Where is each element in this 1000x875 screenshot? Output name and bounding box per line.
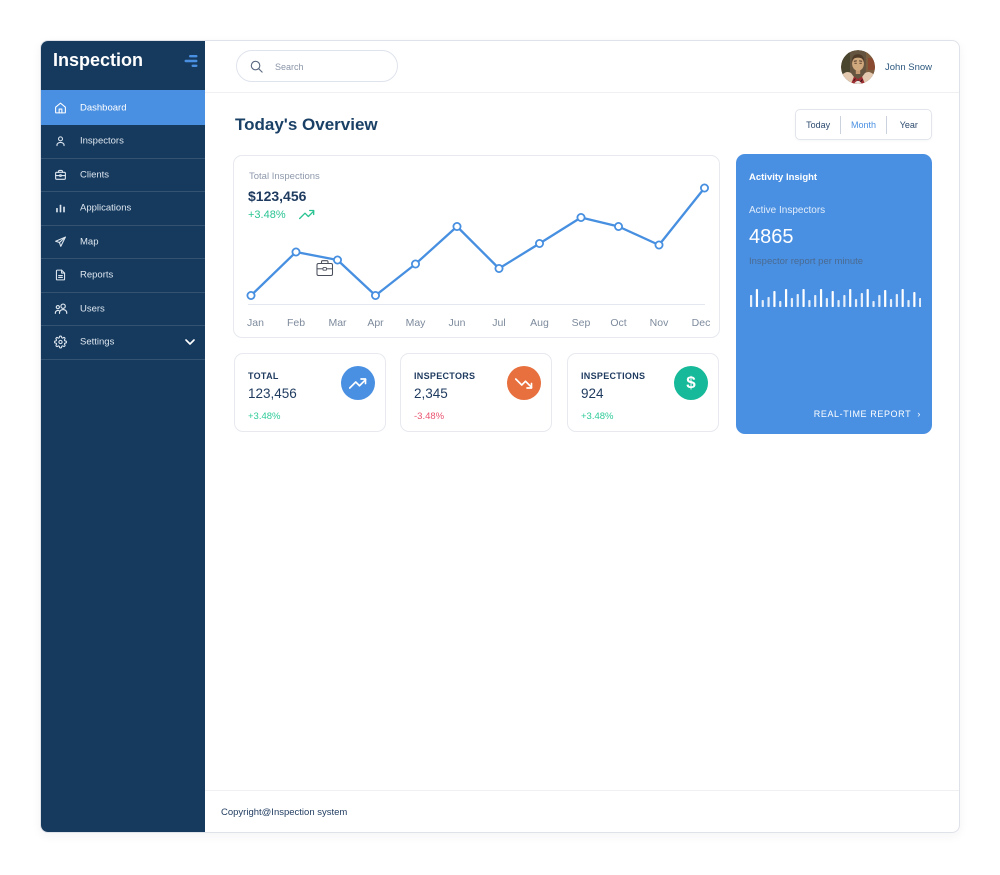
- svg-text:Mar: Mar: [328, 317, 347, 329]
- svg-text:Oct: Oct: [610, 317, 626, 329]
- svg-text:Aug: Aug: [530, 317, 549, 329]
- svg-text:Jan: Jan: [247, 317, 264, 329]
- svg-text:Jun: Jun: [449, 317, 466, 329]
- svg-text:Jul: Jul: [492, 317, 505, 329]
- svg-text:Feb: Feb: [287, 317, 305, 329]
- svg-text:Dec: Dec: [692, 317, 711, 329]
- svg-text:May: May: [406, 317, 427, 329]
- svg-text:Apr: Apr: [367, 317, 384, 329]
- svg-text:Nov: Nov: [650, 317, 669, 329]
- svg-text:Sep: Sep: [572, 317, 591, 329]
